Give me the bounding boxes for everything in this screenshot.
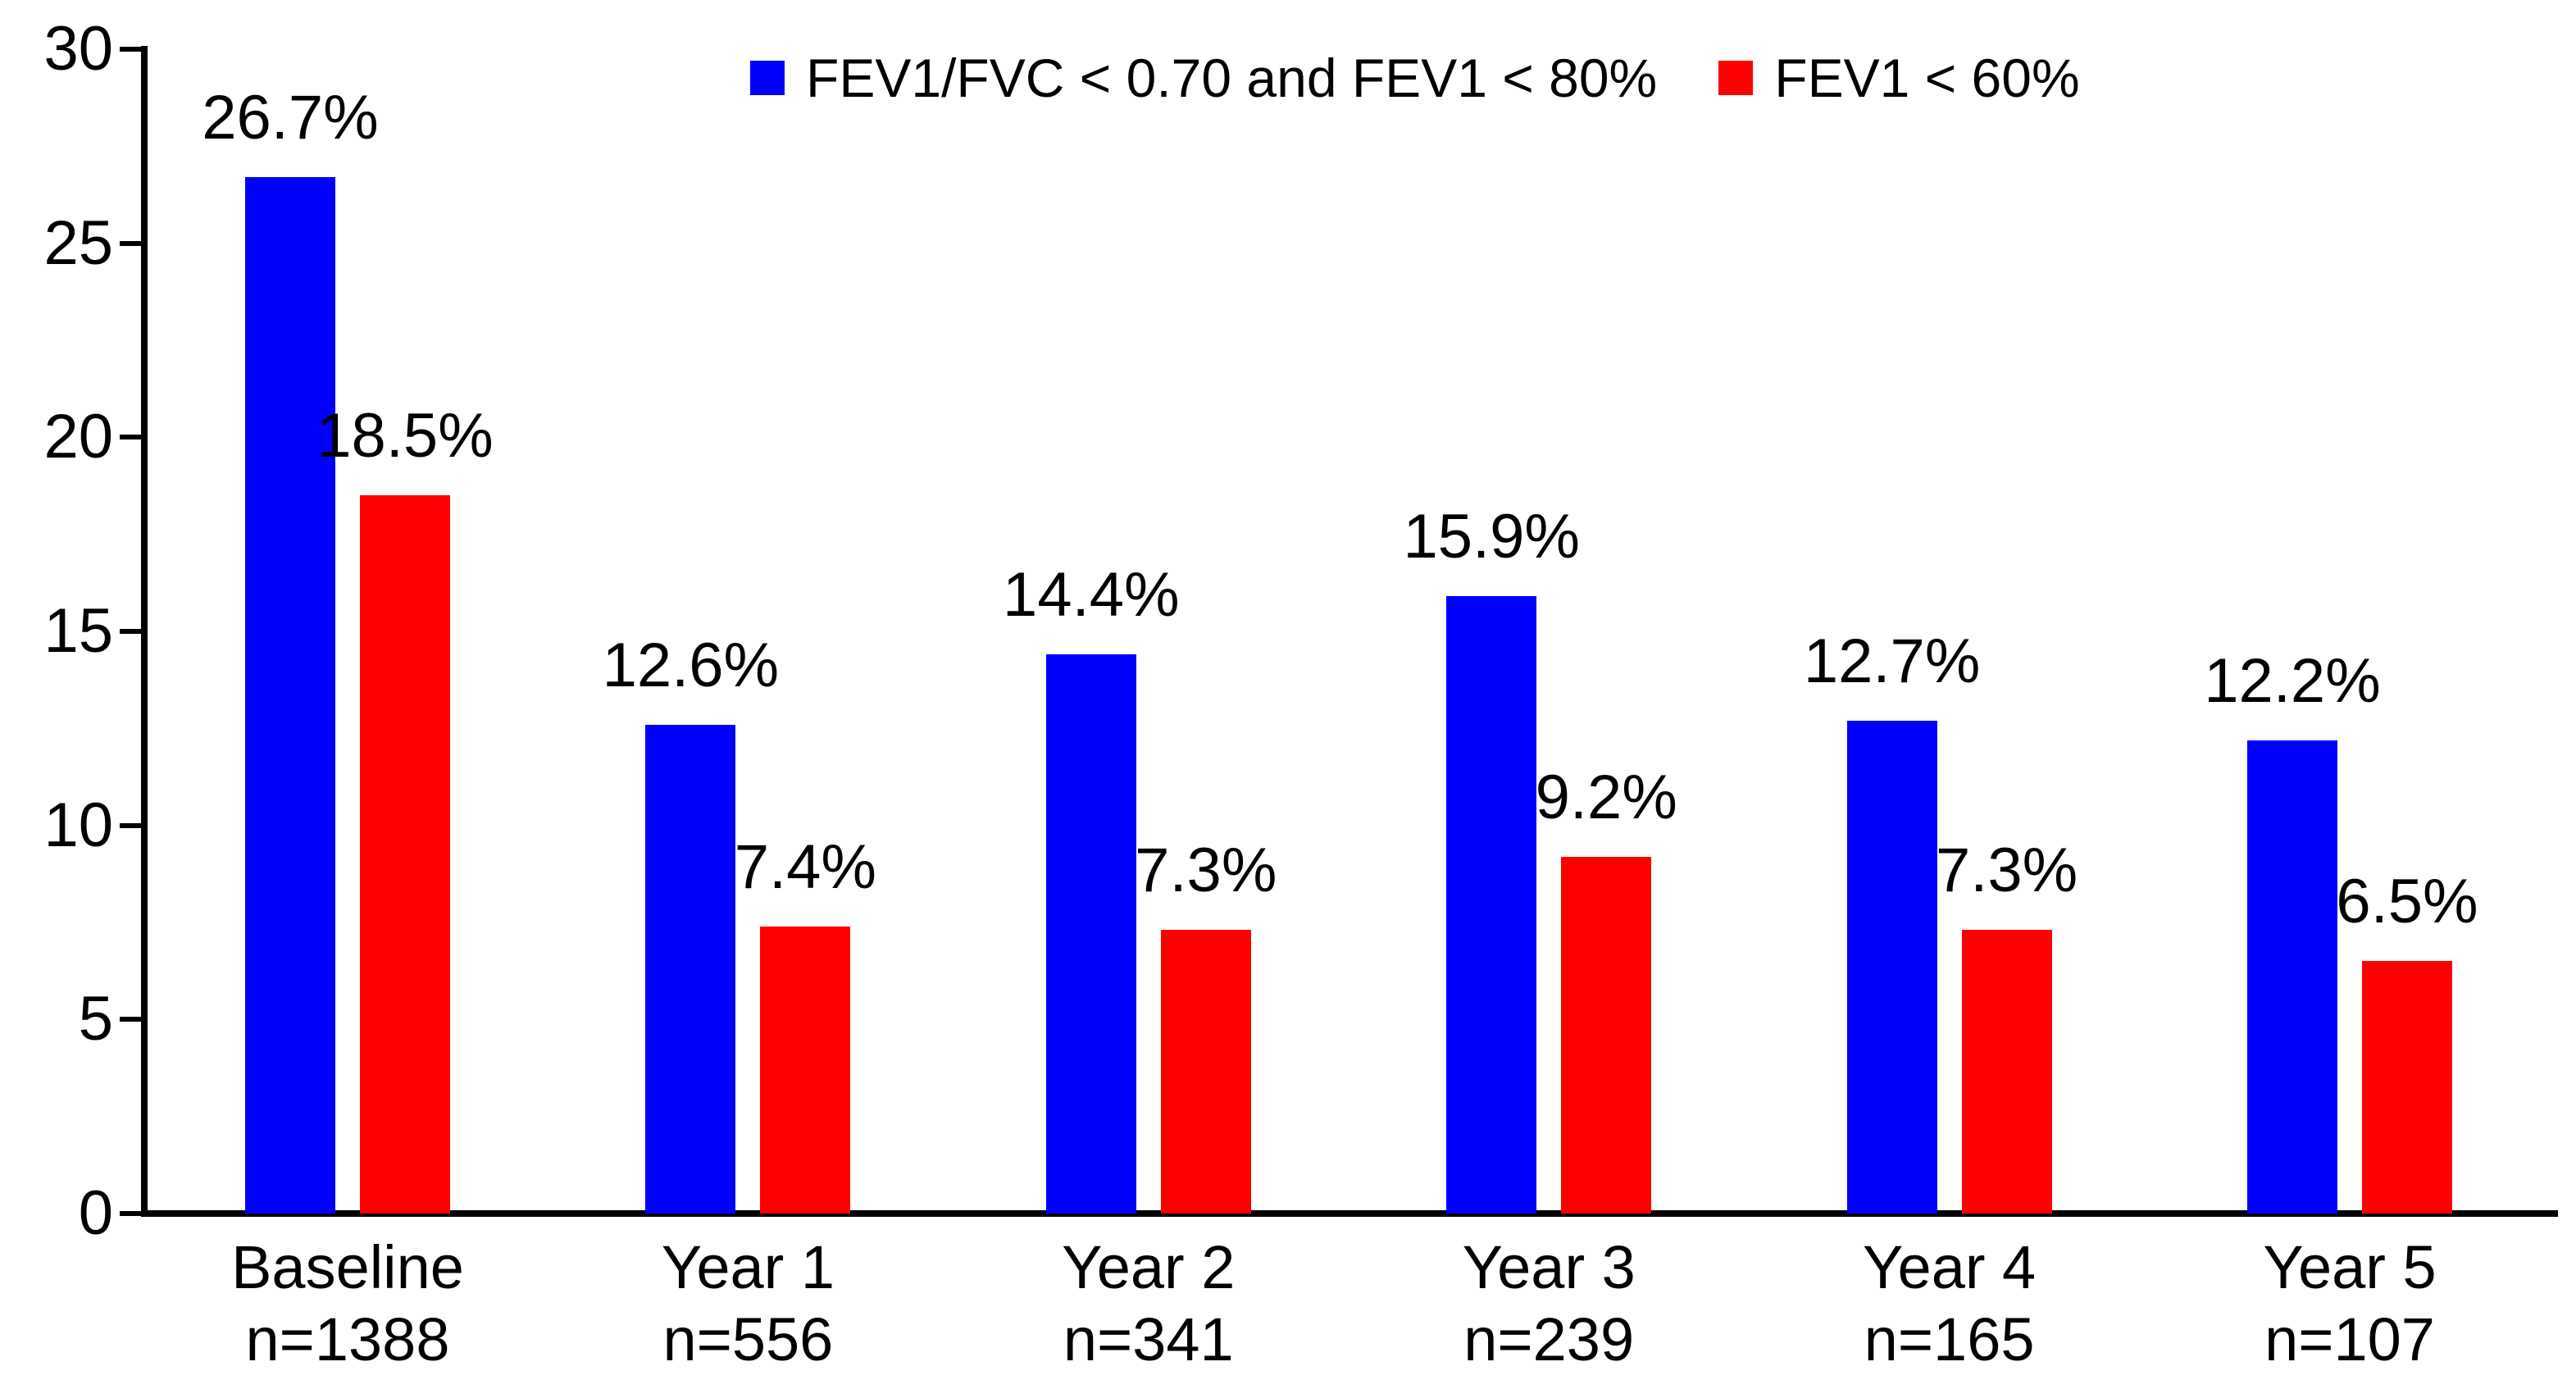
y-tick-mark	[120, 1017, 144, 1022]
bar-value-label: 6.5%	[2336, 867, 2478, 937]
bar-blue	[1045, 654, 1136, 1214]
bar-red	[760, 926, 851, 1214]
y-tick-mark	[120, 47, 144, 52]
x-category-n: n=165	[1864, 1305, 2035, 1373]
bar-value-label: 18.5%	[316, 401, 494, 471]
x-category-name: Year 2	[1062, 1233, 1236, 1301]
x-category-label: Year 2 n=341	[949, 1232, 1349, 1376]
x-category-n: n=556	[662, 1305, 834, 1373]
bar-value-label: 12.7%	[1803, 626, 1981, 696]
legend-swatch-blue-icon	[750, 61, 785, 95]
x-category-label: Baseline n=1388	[148, 1232, 548, 1376]
bar-value-label: 26.7%	[202, 83, 379, 153]
legend-item-blue: FEV1/FVC < 0.70 and FEV1 < 80%	[750, 41, 1657, 115]
y-tick-label: 0	[78, 1178, 113, 1248]
x-category-name: Baseline	[231, 1233, 464, 1301]
y-tick-label: 5	[78, 984, 113, 1054]
y-axis-line	[141, 46, 148, 1217]
bar-red	[1961, 930, 2052, 1214]
y-tick-label: 25	[43, 207, 113, 278]
bar-value-label: 12.2%	[2204, 645, 2381, 716]
bar-value-label: 9.2%	[1535, 762, 1677, 832]
bar-value-label: 7.3%	[1135, 836, 1277, 906]
y-tick-label: 30	[43, 14, 113, 84]
bar-blue	[645, 724, 736, 1214]
legend-label-blue: FEV1/FVC < 0.70 and FEV1 < 80%	[806, 48, 1658, 108]
y-tick-mark	[120, 629, 144, 634]
bar-value-label: 14.4%	[1003, 560, 1180, 631]
legend-swatch-red-icon	[1718, 61, 1754, 95]
bar-blue	[2247, 740, 2337, 1214]
y-tick-mark	[120, 1211, 144, 1216]
x-category-n: n=107	[2264, 1305, 2435, 1373]
bar-blue	[1846, 720, 1937, 1214]
x-category-name: Year 3	[1462, 1233, 1636, 1301]
bar-red	[2362, 961, 2452, 1214]
bar-blue	[1446, 596, 1537, 1214]
x-category-label: Year 1 n=556	[548, 1232, 948, 1376]
x-category-label: Year 4 n=165	[1750, 1232, 2150, 1376]
y-tick-mark	[120, 822, 144, 828]
bar-value-label: 7.3%	[1935, 836, 2078, 906]
x-category-label: Year 5 n=107	[2150, 1232, 2550, 1376]
y-tick-label: 15	[43, 596, 113, 666]
bar-value-label: 12.6%	[602, 630, 780, 700]
x-category-n: n=1388	[245, 1305, 450, 1373]
x-category-label: Year 3 n=239	[1349, 1232, 1749, 1376]
x-axis-line	[141, 1210, 2558, 1217]
x-category-name: Year 5	[2263, 1233, 2437, 1301]
bar-blue	[245, 177, 335, 1214]
y-tick-label: 20	[43, 402, 113, 472]
bar-red	[360, 495, 450, 1214]
y-tick-label: 10	[43, 790, 113, 860]
bar-red	[1561, 856, 1652, 1214]
legend-item-red: FEV1 < 60%	[1718, 41, 2080, 115]
bar-value-label: 7.4%	[734, 831, 876, 902]
bar-red	[1160, 930, 1251, 1214]
bar-value-label: 15.9%	[1403, 502, 1580, 572]
x-category-name: Year 4	[1862, 1233, 2037, 1301]
y-tick-mark	[120, 435, 144, 440]
legend: FEV1/FVC < 0.70 and FEV1 < 80% FEV1 < 60…	[750, 41, 2080, 115]
legend-label-red: FEV1 < 60%	[1774, 48, 2080, 108]
y-tick-mark	[120, 240, 144, 246]
x-category-name: Year 1	[661, 1233, 835, 1301]
x-category-n: n=341	[1063, 1305, 1234, 1373]
x-category-n: n=239	[1463, 1305, 1635, 1373]
